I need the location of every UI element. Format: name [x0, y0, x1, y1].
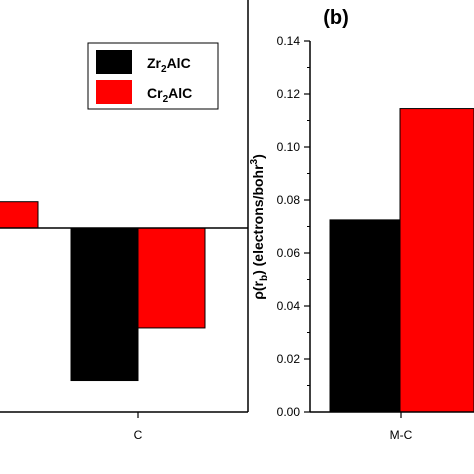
legend-label-zr2alc-main: Zr: [147, 55, 162, 71]
bar-cr2alc-M-C: [399, 108, 474, 413]
legend-swatch-cr2alc: [96, 80, 132, 104]
bar-cr2alc-C: [137, 227, 206, 329]
ylabel-sub: b: [259, 275, 270, 281]
ytick-label-0.10: 0.10: [277, 140, 301, 154]
bar-cr2alc-partial: [0, 201, 39, 229]
legend-swatch-zr2alc: [96, 50, 132, 74]
ylabel-main: ρ(r: [250, 280, 266, 299]
ylabel-mid: ) (electrons/bohr: [250, 164, 266, 275]
ylabel-sup: 3: [249, 158, 260, 164]
panel-b-ylabel: ρ(rb) (electrons/bohr3): [249, 154, 270, 300]
bar-zr2alc-C: [70, 227, 139, 382]
legend-label-cr2alc: Cr2AlC: [147, 85, 192, 105]
legend-label-cr2alc-main: Cr: [147, 85, 163, 101]
ytick-label-0.12: 0.12: [277, 87, 301, 101]
panel-b-yticks: 0.00 0.02 0.04 0.06 0.08 0.10 0.12 0.14: [277, 34, 310, 419]
panel-a: C Zr2AlC Cr2AlC: [0, 0, 249, 442]
ytick-label-0.14: 0.14: [277, 34, 301, 48]
ytick-label-0.04: 0.04: [277, 299, 301, 313]
ytick-label-0.00: 0.00: [277, 405, 301, 419]
panel-a-bars: [0, 201, 206, 382]
legend-label-zr2alc-tail: AlC: [167, 55, 191, 71]
panel-b-label: (b): [323, 7, 349, 29]
ytick-label-0.08: 0.08: [277, 193, 301, 207]
ytick-label-0.02: 0.02: [277, 352, 301, 366]
panel-b-bars: [329, 108, 474, 413]
panel-b-xtick-label-MC: M-C: [390, 428, 413, 442]
legend-label-zr2alc-sub: 2: [161, 64, 167, 75]
panel-a-xtick-label-C: C: [134, 428, 143, 442]
legend-label-zr2alc: Zr2AlC: [147, 55, 191, 75]
ylabel-tail: ): [250, 154, 266, 159]
legend-label-cr2alc-sub: 2: [163, 94, 169, 105]
legend: Zr2AlC Cr2AlC: [87, 42, 219, 110]
legend-label-cr2alc-tail: AlC: [168, 85, 192, 101]
ytick-label-0.06: 0.06: [277, 246, 301, 260]
bar-zr2alc-M-C: [329, 219, 401, 413]
panel-b: (b) 0.00 0.02 0.04 0.06 0.08 0.10 0.12 0.14 M-C…: [249, 7, 474, 442]
